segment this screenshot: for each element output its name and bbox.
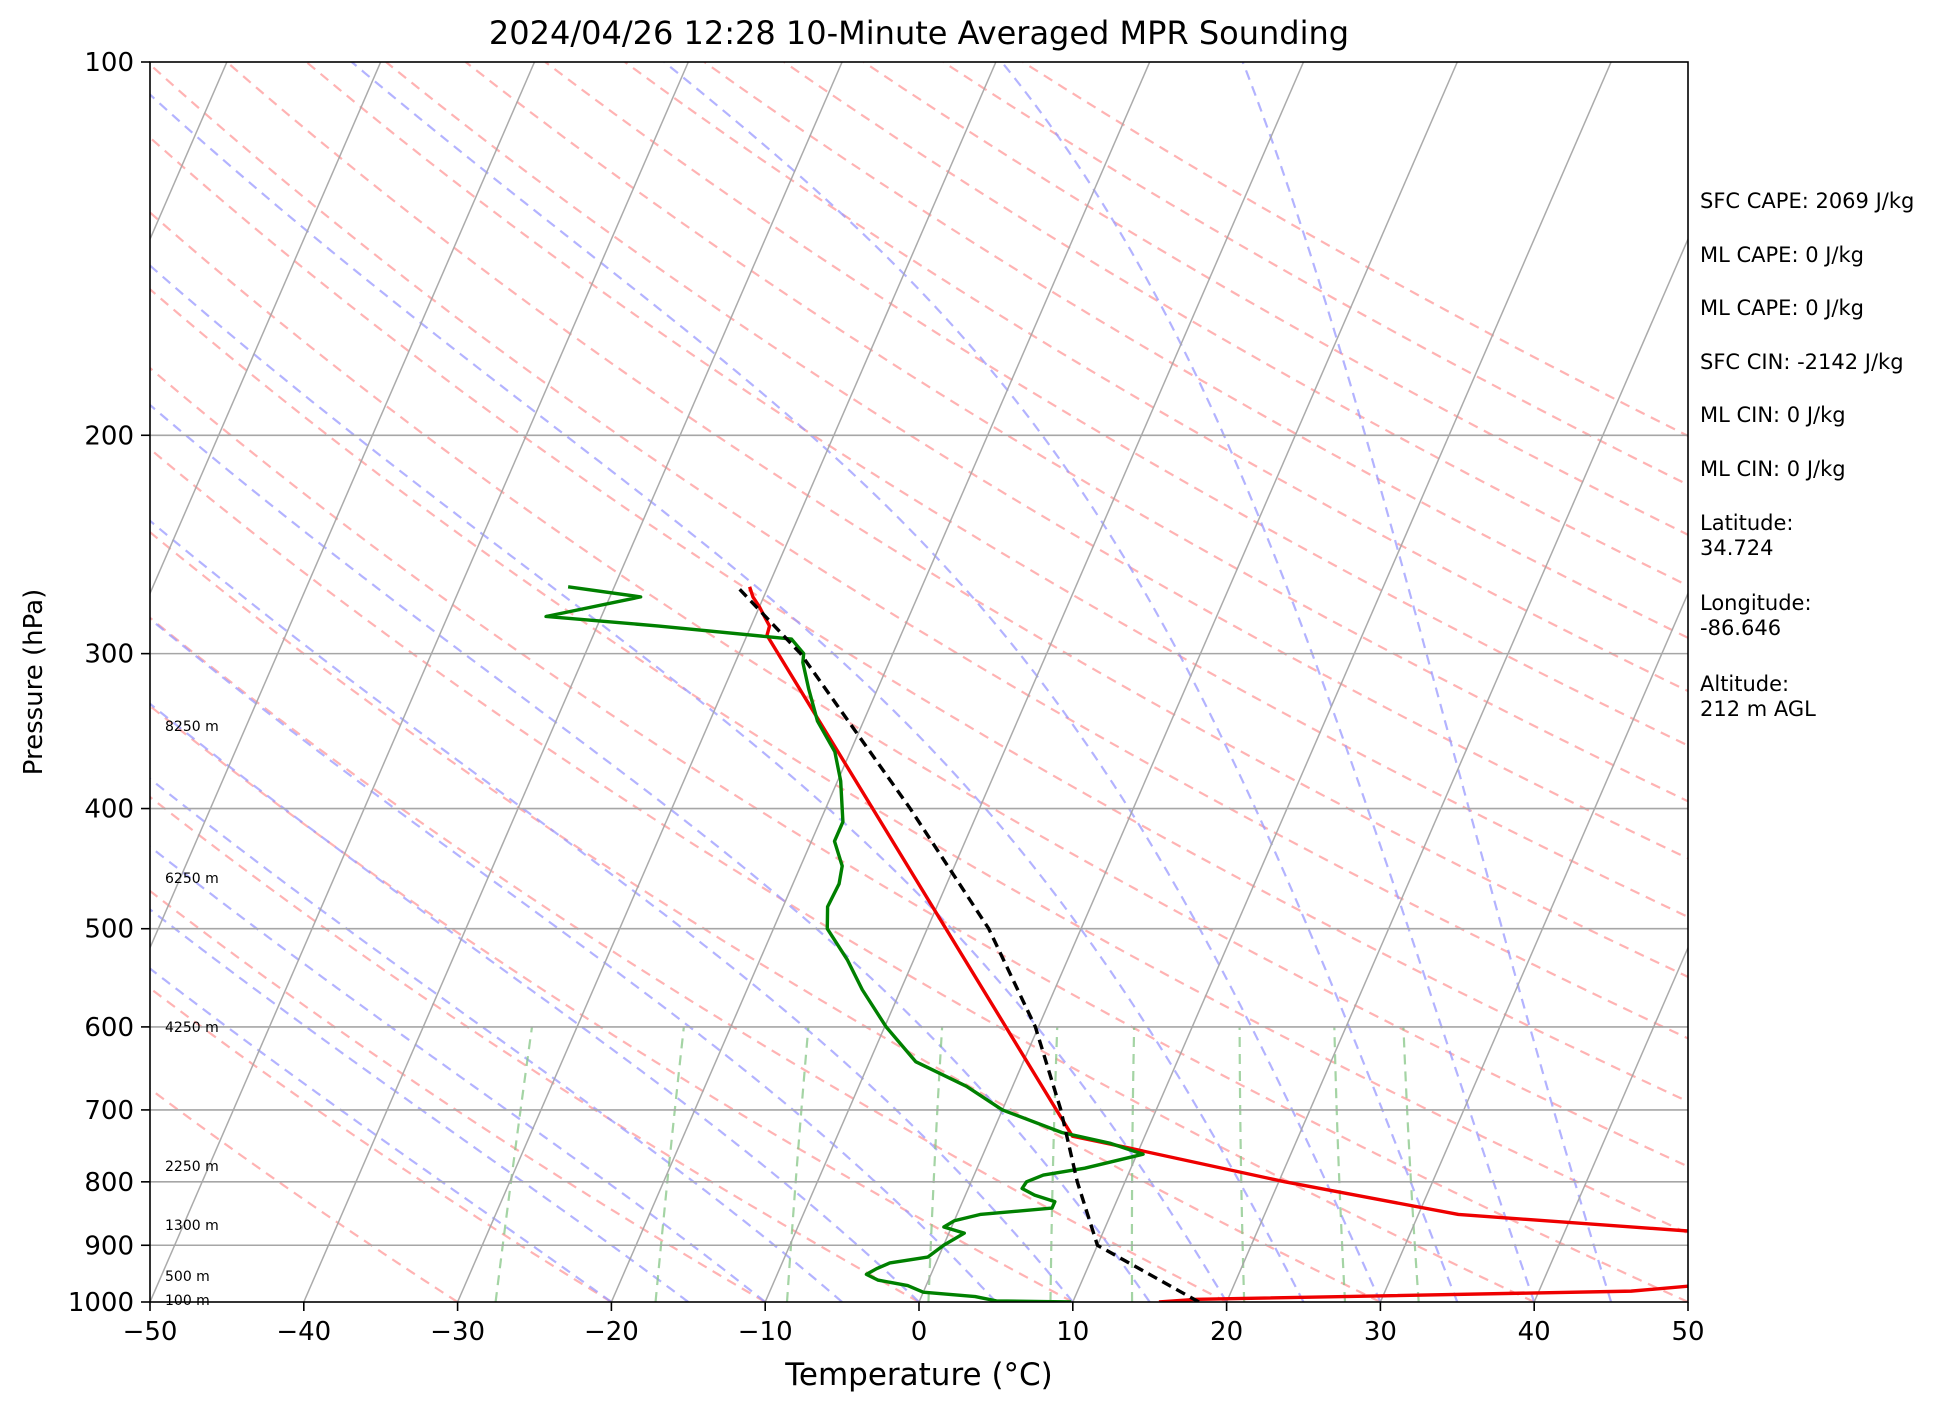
latitude-text: Latitude: 34.724 — [1700, 511, 1794, 560]
dry-adiabat-line — [544, 62, 1688, 747]
longitude-text: Longitude: -86.646 — [1700, 591, 1812, 640]
axis-ticks: −50 −40 −30 −20 −10 0 10 20 30 40 50 100 200 300 400 50… — [68, 48, 1705, 1347]
height-label: 500 m — [165, 1269, 210, 1285]
moist-adiabat-line — [150, 908, 689, 1302]
ml-cape-text: ML CAPE: 0 J/kg — [1700, 243, 1865, 267]
isotherm-line — [150, 62, 382, 596]
x-tick-label: 10 — [1056, 1317, 1089, 1347]
altitude-text: Altitude: 212 m AGL — [1700, 672, 1816, 721]
isotherm-line — [1533, 945, 1688, 1302]
isotherm-line — [1225, 237, 1688, 1302]
sfc-cape-text: SFC CAPE: 2069 J/kg — [1700, 189, 1915, 213]
isotherm-line — [764, 62, 1305, 1302]
dry-adiabat-line — [150, 1087, 459, 1302]
moist-adiabat-line — [150, 617, 997, 1302]
moist-adiabat-line — [150, 845, 766, 1302]
x-tick-label: 0 — [911, 1317, 928, 1347]
ml-cin-text: ML CIN: 0 J/kg — [1700, 403, 1846, 427]
moist-adiabat-line — [150, 702, 920, 1302]
height-label: 100 m — [165, 1293, 210, 1309]
y-tick-label: 200 — [84, 421, 134, 451]
x-tick-label: −30 — [430, 1317, 485, 1347]
dry-adiabat-line — [150, 136, 1688, 1103]
x-tick-label: −20 — [584, 1317, 639, 1347]
dry-adiabat-line — [150, 63, 1688, 1040]
height-label: 8250 m — [165, 719, 219, 735]
ml-cin-text-2: ML CIN: 0 J/kg — [1700, 457, 1846, 481]
moist-adiabat-line — [150, 519, 1074, 1302]
isotherm-line — [1072, 62, 1612, 1302]
y-tick-label: 300 — [84, 640, 134, 670]
height-label: 4250 m — [165, 1020, 219, 1036]
x-tick-label: 30 — [1364, 1317, 1397, 1347]
x-tick-label: 50 — [1671, 1317, 1704, 1347]
y-tick-label: 1000 — [68, 1288, 134, 1318]
dry-adiabat-line — [783, 62, 1688, 587]
isotherm-line — [150, 62, 536, 950]
isotherm-line — [610, 62, 1151, 1302]
moist-adiabat-line — [150, 93, 1305, 1302]
isotherm-line — [456, 62, 997, 1302]
parcel-trace — [736, 585, 1200, 1302]
sounding-traces — [544, 585, 1688, 1302]
height-label: 2250 m — [165, 1159, 219, 1175]
dry-adiabat-line — [150, 795, 920, 1302]
x-axis-label: Temperature (°C) — [784, 1357, 1053, 1393]
background-grid — [150, 62, 1688, 1302]
isotherm-line — [303, 62, 843, 1302]
dry-adiabat-line — [150, 530, 1381, 1302]
isotherm-line — [1379, 591, 1688, 1302]
y-tick-label: 400 — [84, 795, 134, 825]
isotherm-line — [150, 62, 689, 1302]
moist-adiabat-line — [1241, 62, 1613, 1302]
x-tick-label: −50 — [123, 1317, 178, 1347]
x-tick-label: −40 — [276, 1317, 331, 1347]
sfc-cin-text: SFC CIN: -2142 J/kg — [1700, 350, 1904, 374]
dewpoint-trace — [544, 585, 1145, 1302]
moist-adiabat-line — [150, 403, 1151, 1302]
y-tick-label: 500 — [84, 915, 134, 945]
ml-cape-text-2: ML CAPE: 0 J/kg — [1700, 296, 1865, 320]
moist-adiabat-line — [150, 967, 613, 1302]
y-tick-label: 600 — [84, 1013, 134, 1043]
dry-adiabat-line — [150, 616, 1228, 1302]
y-tick-label: 900 — [84, 1231, 134, 1261]
height-labels: 8250 m 6250 m 4250 m 2250 m 1300 m 500 m 100 m — [165, 719, 219, 1309]
dry-adiabat-line — [150, 889, 766, 1302]
height-label: 6250 m — [165, 871, 219, 887]
dry-adiabat-line — [150, 366, 1688, 1302]
dry-adiabat-line — [226, 62, 1688, 979]
dry-adiabat-line — [150, 704, 1074, 1302]
moist-adiabat-line — [150, 264, 1228, 1302]
x-tick-label: 20 — [1210, 1317, 1243, 1347]
y-tick-label: 800 — [84, 1168, 134, 1198]
x-tick-label: 40 — [1518, 1317, 1551, 1347]
dry-adiabat-line — [624, 62, 1688, 693]
dry-adiabat-line — [305, 62, 1688, 919]
x-tick-label: −10 — [738, 1317, 793, 1347]
height-label: 1300 m — [165, 1218, 219, 1234]
dry-adiabat-line — [150, 287, 1688, 1235]
y-axis-label: Pressure (hPa) — [19, 589, 49, 776]
chart-title: 2024/04/26 12:28 10-Minute Averaged MPR … — [489, 14, 1349, 52]
moist-adiabat-line — [663, 62, 1459, 1302]
y-tick-label: 700 — [84, 1096, 134, 1126]
moist-adiabat-line — [1000, 62, 1536, 1302]
moist-adiabat-line — [150, 777, 843, 1302]
isotherm-line — [918, 62, 1458, 1302]
y-tick-label: 100 — [84, 48, 134, 78]
